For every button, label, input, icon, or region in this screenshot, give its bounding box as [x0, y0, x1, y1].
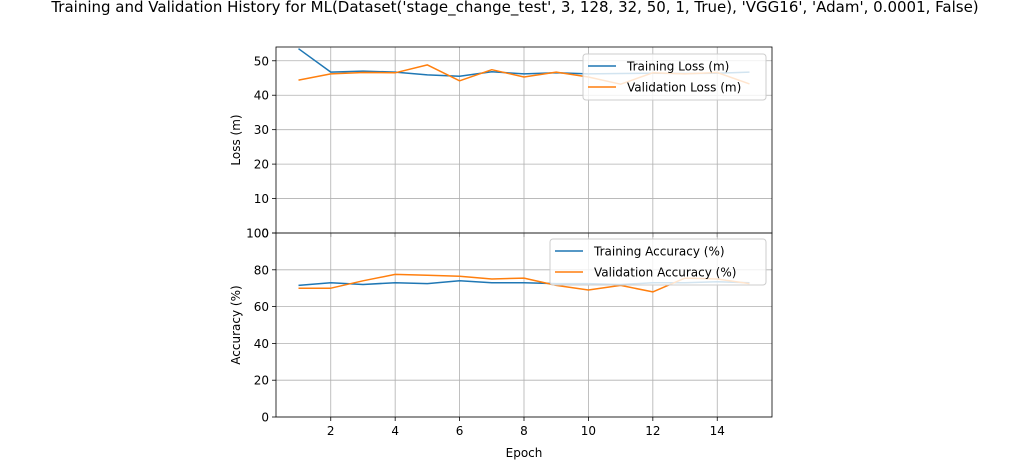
legend-label: Validation Accuracy (%)	[594, 266, 736, 280]
y-tick-label: 0	[261, 227, 269, 241]
x-tick-label: 10	[581, 424, 596, 438]
legend-label: Training Accuracy (%)	[593, 245, 725, 259]
y-tick-label: 40	[254, 89, 269, 103]
legend-label: Training Loss (m)	[626, 60, 729, 74]
y-tick-label: 40	[254, 337, 269, 351]
y-tick-label: 80	[254, 263, 269, 277]
legend: Training Accuracy (%) Validation Accuracy…	[549, 238, 767, 286]
x-tick-label: 8	[520, 424, 528, 438]
x-tick-label: 6	[456, 424, 464, 438]
y-tick-label: 10	[254, 192, 269, 206]
figure-title: Training and Validation History for ML(D…	[50, 0, 978, 17]
x-axis-label: Epoch	[506, 446, 543, 460]
legend-label: Validation Loss (m)	[627, 81, 741, 95]
x-tick-label: 14	[710, 424, 725, 438]
legend-box	[582, 53, 767, 101]
legend-box	[549, 238, 767, 286]
y-axis-label: Loss (m)	[229, 114, 243, 165]
y-tick-label: 30	[254, 123, 269, 137]
x-tick-label: 4	[391, 424, 399, 438]
y-tick-label: 50	[254, 54, 269, 68]
y-tick-label: 20	[254, 158, 269, 172]
legend: Training Loss (m) Validation Loss (m)	[582, 53, 767, 101]
y-tick-label: 20	[254, 374, 269, 388]
y-tick-label: 60	[254, 300, 269, 314]
loss-subplot: 0 10 20 30 40 50 Loss (m) Training Loss (m) Vali…	[229, 46, 773, 241]
x-tick-label: 12	[645, 424, 660, 438]
x-tick-label: 2	[327, 424, 335, 438]
y-axis-label: Accuracy (%)	[229, 285, 243, 364]
y-tick-label: 0	[261, 411, 269, 425]
y-tick-label: 100	[246, 227, 269, 241]
accuracy-subplot: 0 20 40 60 80 100 2 4 6 8 10 12 14 Accuracy (%) Epoch T…	[229, 227, 773, 460]
